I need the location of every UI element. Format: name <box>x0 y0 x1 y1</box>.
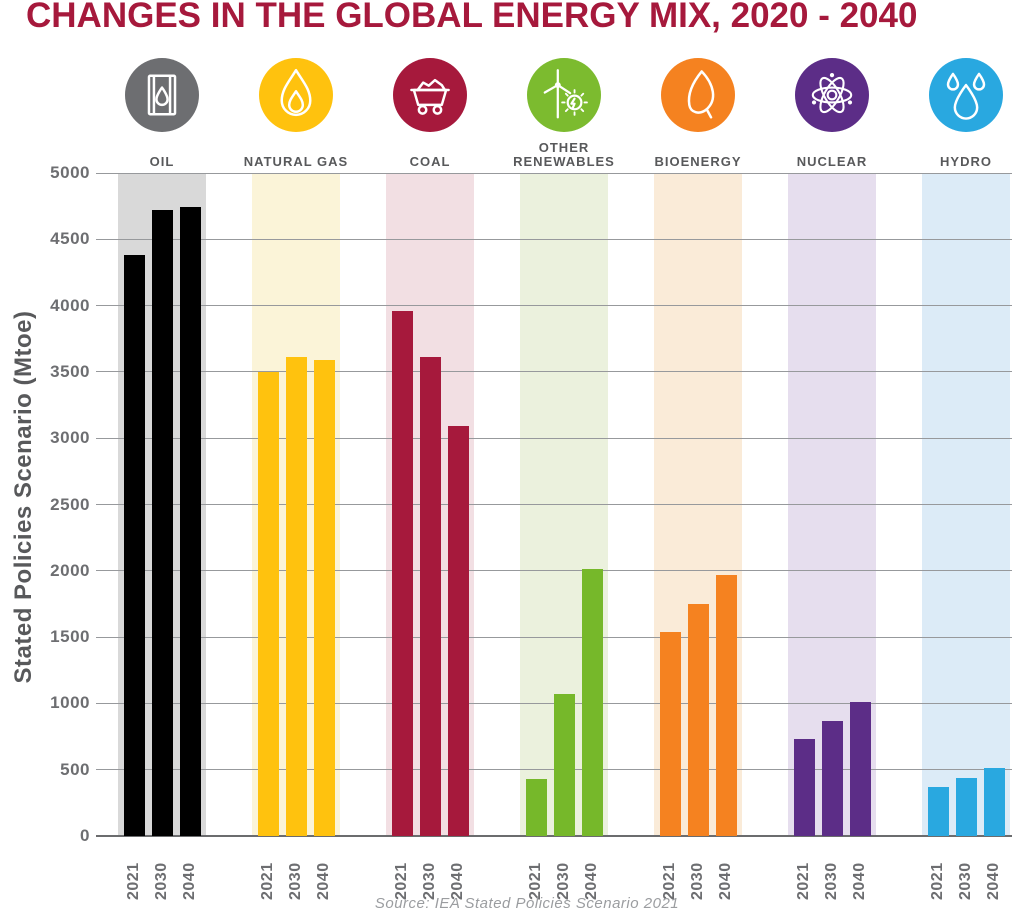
x-tick-label-hydro-2040: 2040 <box>985 862 1002 900</box>
category-icon-circle-hydro <box>929 58 1003 132</box>
water-drops-icon <box>946 72 986 120</box>
x-tick-label-natural-gas-2030: 2030 <box>287 862 304 900</box>
x-tick-label-coal-2021: 2021 <box>393 862 410 900</box>
bar-coal-2021 <box>391 310 413 836</box>
x-tick-label-other-renewables-2040: 2040 <box>583 862 600 900</box>
bar-hydro-2030 <box>955 777 977 836</box>
y-tick-label-2000: 2000 <box>50 560 90 580</box>
bar-nuclear-2030 <box>821 720 843 836</box>
category-icon-circle-bioenergy <box>661 58 735 132</box>
category-label-bioenergy: BIOENERGY <box>654 154 742 170</box>
category-label-hydro: HYDRO <box>940 154 992 170</box>
y-tick-label-3500: 3500 <box>50 361 90 381</box>
x-tick-label-oil-2021: 2021 <box>125 862 142 900</box>
bar-hydro-2040 <box>983 768 1005 836</box>
gridline-4000 <box>96 305 1012 307</box>
x-tick-label-coal-2040: 2040 <box>449 862 466 900</box>
bar-nuclear-2040 <box>849 702 871 836</box>
bar-hydro-2021 <box>927 786 949 836</box>
gridline-3000 <box>96 437 1012 439</box>
gridline-2000 <box>96 570 1012 572</box>
category-icon-circle-natural-gas <box>259 58 333 132</box>
category-label-oil: OIL <box>149 154 175 170</box>
bar-bioenergy-2040 <box>715 574 737 836</box>
x-tick-label-bioenergy-2021: 2021 <box>661 862 678 900</box>
bar-oil-2040 <box>179 207 201 836</box>
bar-bioenergy-2021 <box>659 631 681 836</box>
category-icon-circle-nuclear <box>795 58 869 132</box>
wind-turbine-icon <box>543 69 588 119</box>
gridline-2500 <box>96 504 1012 505</box>
bar-bioenergy-2030 <box>687 603 709 836</box>
x-tick-label-hydro-2030: 2030 <box>957 862 974 900</box>
oil-barrel-icon <box>147 74 177 116</box>
y-tick-label-4000: 4000 <box>50 295 90 315</box>
x-tick-label-natural-gas-2021: 2021 <box>259 862 276 900</box>
page-title: CHANGES IN THE GLOBAL ENERGY MIX, 2020 -… <box>26 0 918 35</box>
category-icon-circle-coal <box>393 58 467 132</box>
gridline-4500 <box>96 238 1012 240</box>
category-icon-circle-other-renewables <box>527 58 601 132</box>
bar-natural-gas-2040 <box>313 359 335 836</box>
y-tick-label-0: 0 <box>80 826 90 845</box>
bar-natural-gas-2021 <box>257 371 279 836</box>
bar-nuclear-2021 <box>793 739 815 836</box>
x-tick-label-oil-2040: 2040 <box>181 862 198 900</box>
x-tick-label-natural-gas-2040: 2040 <box>315 862 332 900</box>
bar-coal-2040 <box>447 426 469 836</box>
x-tick-label-coal-2030: 2030 <box>421 862 438 900</box>
gridline-5000 <box>96 172 1012 174</box>
y-tick-label-4500: 4500 <box>50 229 90 249</box>
bar-oil-2021 <box>123 255 145 836</box>
y-tick-label-500: 500 <box>60 759 90 779</box>
y-tick-label-1500: 1500 <box>50 627 90 647</box>
gridline-3500 <box>96 371 1012 373</box>
x-tick-label-other-renewables-2030: 2030 <box>555 862 572 900</box>
category-label-natural-gas: NATURAL GAS <box>243 154 349 170</box>
category-icon-circle-oil <box>125 58 199 132</box>
coal-cart-icon <box>410 78 450 115</box>
bar-other-renewables-2021 <box>525 778 547 836</box>
x-tick-label-other-renewables-2021: 2021 <box>527 862 544 900</box>
bar-other-renewables-2040 <box>581 569 603 836</box>
x-tick-label-bioenergy-2030: 2030 <box>689 862 706 900</box>
x-tick-label-nuclear-2021: 2021 <box>795 862 812 900</box>
atom-icon <box>811 73 853 114</box>
y-tick-label-2500: 2500 <box>50 494 90 514</box>
bar-natural-gas-2030 <box>285 357 307 836</box>
source-caption: Source: IEA Stated Policies Scenario 202… <box>374 895 680 912</box>
category-label-nuclear: NUCLEAR <box>796 154 868 170</box>
category-label-coal: COAL <box>409 154 451 170</box>
bar-other-renewables-2030 <box>553 694 575 836</box>
leaf-icon <box>687 70 715 119</box>
flame-icon <box>280 68 312 117</box>
bar-oil-2030 <box>151 210 173 836</box>
y-tick-label-3000: 3000 <box>50 428 90 448</box>
gridline-0 <box>96 835 1012 837</box>
y-tick-label-5000: 5000 <box>50 163 90 182</box>
gridline-1500 <box>96 636 1012 638</box>
x-tick-label-nuclear-2030: 2030 <box>823 862 840 900</box>
x-tick-label-oil-2030: 2030 <box>153 862 170 900</box>
category-label-other-renewables: OTHER RENEWABLES <box>513 139 615 170</box>
x-tick-label-bioenergy-2040: 2040 <box>717 862 734 900</box>
y-tick-label-1000: 1000 <box>50 693 90 713</box>
bar-coal-2030 <box>419 357 441 836</box>
x-tick-label-hydro-2021: 2021 <box>929 862 946 900</box>
x-tick-label-nuclear-2040: 2040 <box>851 862 868 900</box>
